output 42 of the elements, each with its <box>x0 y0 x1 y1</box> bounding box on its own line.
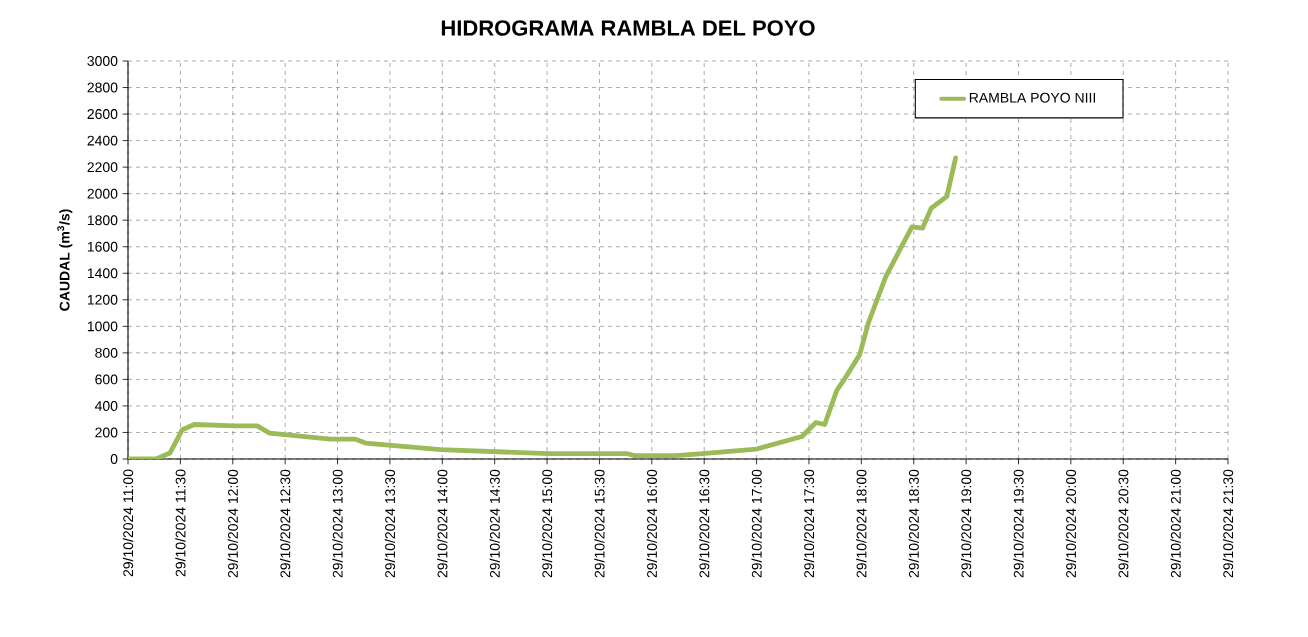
x-tick-label: 29/10/2024 13:30 <box>384 469 396 578</box>
x-tick-label: 29/10/2024 15:30 <box>594 469 605 578</box>
x-tick-label: 29/10/2024 12:30 <box>280 469 291 578</box>
x-tick-label: 29/10/2024 16:00 <box>646 469 657 578</box>
y-tick-label: 3000 <box>87 56 118 66</box>
x-tick-label: 29/10/2024 18:30 <box>908 469 919 578</box>
x-tick-label: 29/10/2024 11:30 <box>175 469 186 577</box>
y-tick-label: 1200 <box>87 294 118 305</box>
x-tick-label: 29/10/2024 17:00 <box>751 469 762 578</box>
x-tick-label: 29/10/2024 13:00 <box>332 469 343 578</box>
y-tick-label: 600 <box>95 374 118 385</box>
y-tick-label: 800 <box>95 347 118 358</box>
y-tick-label: 2000 <box>87 188 118 199</box>
line-series <box>128 155 959 459</box>
y-tick-label: 1600 <box>87 241 118 252</box>
x-tick-label: 29/10/2024 14:00 <box>437 469 448 578</box>
y-tick-label: 400 <box>94 400 118 411</box>
x-tick-label: 29/10/2024 20:00 <box>1065 469 1077 578</box>
x-tick-label: 29/10/2024 11:00 <box>122 469 134 577</box>
y-axis-title: CAUDAL (m$^{3}$/s) <box>57 209 73 311</box>
x-tick-label: 29/10/2024 18:00 <box>856 469 867 578</box>
x-tick-label: 29/10/2024 20:30 <box>1118 469 1129 578</box>
x-tick-label: 29/10/2024 17:30 <box>803 469 815 578</box>
y-tick-label: 2600 <box>87 109 118 120</box>
y-tick-label: 2400 <box>87 135 118 146</box>
x-tick-label: 29/10/2024 21:30 <box>1222 469 1234 578</box>
x-tick-label: 29/10/2024 21:00 <box>1170 469 1181 578</box>
x-tick-label: 29/10/2024 12:00 <box>227 469 238 578</box>
chart-title: HIDROGRAMA RAMBLA DEL POYO <box>441 20 815 36</box>
x-tick-label: 29/10/2024 19:00 <box>960 469 972 578</box>
x-tick-label: 29/10/2024 19:30 <box>1013 469 1024 578</box>
legend-label: RAMBLA POYO NIII <box>969 92 1096 103</box>
y-tick-label: 1400 <box>87 268 118 279</box>
y-tick-label: 2200 <box>87 162 118 173</box>
y-tick-label: 1000 <box>87 321 118 332</box>
x-tick-label: 29/10/2024 14:30 <box>489 469 500 578</box>
y-tick-label: 0 <box>110 454 118 464</box>
y-tick-label: 2800 <box>87 82 118 93</box>
x-tick-label: 29/10/2024 16:30 <box>699 469 710 578</box>
x-tick-label: 29/10/2024 15:00 <box>541 469 553 578</box>
y-tick-label: 200 <box>95 427 118 438</box>
y-tick-label: 1800 <box>87 215 118 226</box>
